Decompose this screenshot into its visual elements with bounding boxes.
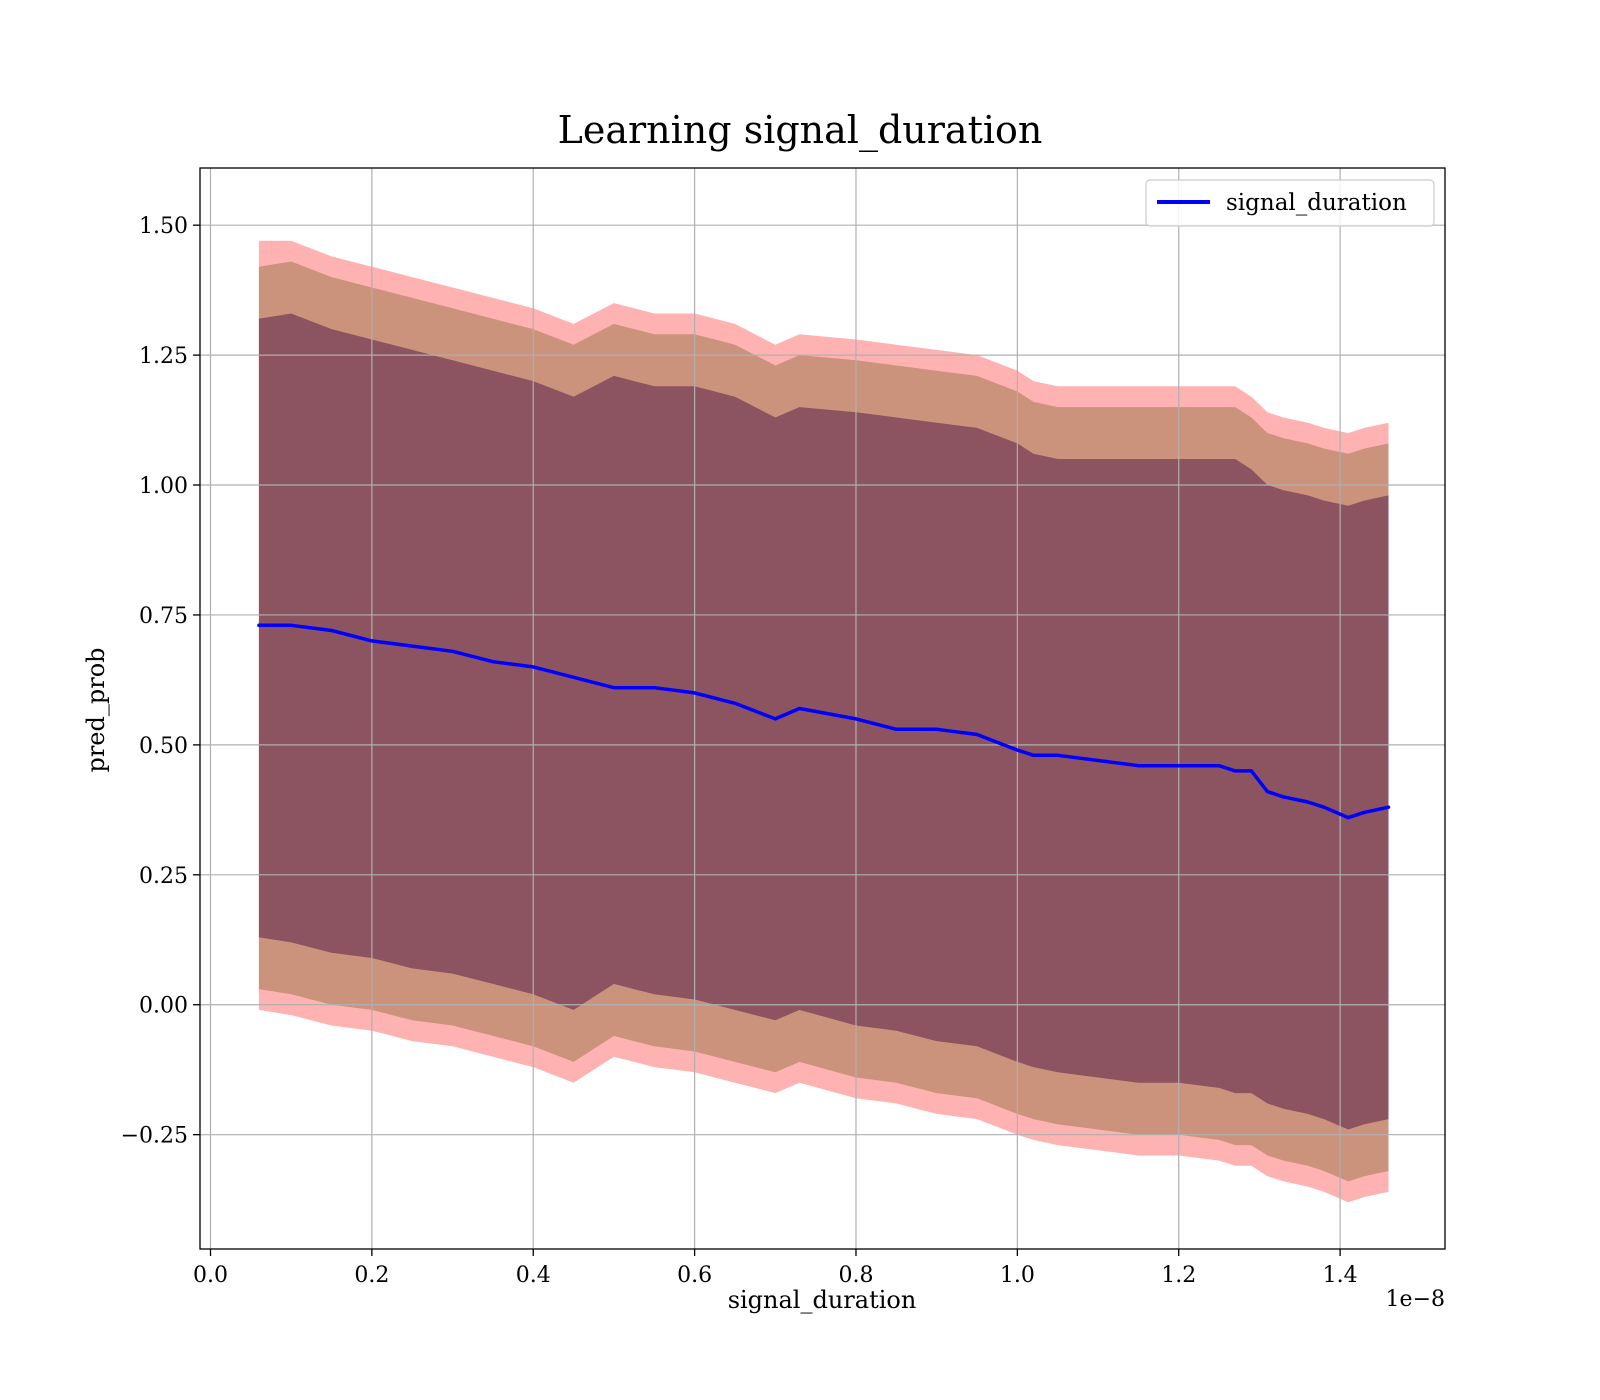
y-tick-label: −0.25 [121,1124,188,1149]
y-tick-label: 1.00 [139,474,188,499]
x-axis-ticks: 0.0 0.2 0.4 0.6 0.8 1.0 1.2 1.4 [193,1249,1358,1288]
x-axis-label: signal_duration [728,1286,917,1314]
x-tick-label: 1.4 [1323,1263,1358,1288]
y-tick-label: 0.25 [139,864,188,889]
x-tick-label: 0.4 [516,1263,551,1288]
band-3 [258,313,1389,1130]
x-tick-label: 0.2 [354,1263,389,1288]
y-tick-label: 0.00 [139,994,188,1019]
grid [200,168,1445,1249]
y-tick-label: 1.25 [139,344,188,369]
x-tick-label: 0.8 [838,1263,873,1288]
y-tick-label: 0.50 [139,734,188,759]
x-tick-label: 0.0 [193,1263,228,1288]
legend-label: signal_duration [1226,190,1407,216]
legend: signal_duration [1145,179,1435,227]
confidence-bands [258,240,1389,1203]
x-tick-label: 1.2 [1161,1263,1196,1288]
y-tick-label: 0.75 [139,604,188,629]
chart-title: Learning signal_duration [558,108,1043,153]
x-tick-label: 1.0 [1000,1263,1035,1288]
legend-box [1145,179,1435,227]
y-tick-label: 1.50 [139,214,188,239]
x-offset-label: 1e−8 [1386,1287,1445,1312]
y-axis-ticks: −0.25 0.00 0.25 0.50 0.75 1.00 1.25 1.50 [121,214,200,1149]
y-axis-label: pred_prob [82,647,110,772]
plot-frame [199,167,1446,1250]
series-line-1 [257,623,1391,820]
series-layer [257,623,1391,820]
x-tick-label: 0.6 [677,1263,712,1288]
